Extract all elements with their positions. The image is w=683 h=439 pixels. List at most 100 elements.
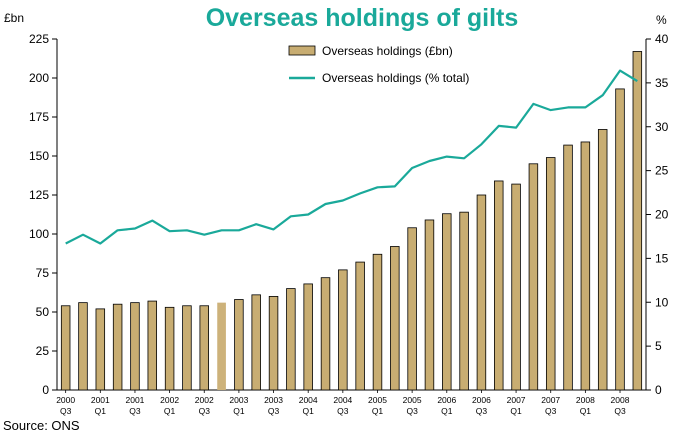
x-tick-label: Q3: [129, 406, 141, 416]
legend: Overseas holdings (£bn) Overseas holding…: [288, 44, 469, 85]
x-tick-label: Q3: [406, 406, 418, 416]
x-tick-label: 2008: [576, 395, 595, 405]
left-tick-label: 225: [29, 32, 49, 46]
x-tick-label: Q1: [303, 406, 315, 416]
bar: [60, 305, 71, 391]
right-tick-label: 10: [655, 295, 669, 309]
x-tick-label: 2001: [91, 395, 110, 405]
right-tick-label: 25: [655, 164, 669, 178]
bar: [286, 288, 296, 391]
bar-series-group: [60, 51, 643, 391]
right-tick-label: 40: [655, 32, 669, 46]
bar: [95, 308, 106, 391]
x-tick-label: 2006: [437, 395, 456, 405]
series-line: [65, 69, 638, 245]
x-tick-label: Q1: [441, 406, 453, 416]
bar: [217, 302, 226, 390]
x-tick-label: Q3: [614, 406, 626, 416]
right-axis-unit: %: [656, 13, 667, 27]
bar: [494, 180, 504, 391]
bar: [597, 129, 608, 391]
right-tick-label: 5: [655, 339, 662, 353]
legend-bar-label: Overseas holdings (£bn): [322, 44, 453, 58]
x-tick-label: 2000: [56, 395, 75, 405]
bar: [199, 305, 209, 391]
left-tick-label: 75: [36, 266, 50, 280]
legend-line-label: Overseas holdings (% total): [322, 71, 469, 85]
x-tick-label: 2002: [195, 395, 214, 405]
x-tick-label: Q1: [95, 406, 107, 416]
x-tick-label: Q1: [233, 406, 245, 416]
bar: [130, 302, 140, 391]
x-tick-label: Q3: [337, 406, 349, 416]
bar: [78, 302, 88, 391]
bar: [615, 88, 625, 391]
legend-bar-swatch: [288, 45, 316, 56]
x-tick-label: Q1: [164, 406, 176, 416]
bar: [338, 269, 348, 391]
bar: [442, 213, 452, 391]
left-tick-label: 0: [42, 383, 49, 397]
x-tick-label: Q3: [268, 406, 280, 416]
right-tick-label: 35: [655, 76, 669, 90]
x-tick-label: 2008: [611, 395, 630, 405]
left-tick-label: 50: [36, 305, 50, 319]
source-note: Source: ONS: [3, 418, 80, 433]
x-tick-label: Q1: [372, 406, 384, 416]
x-tick-label: Q3: [60, 406, 72, 416]
x-tick-label: Q3: [199, 406, 211, 416]
bar: [182, 305, 192, 391]
left-tick-label: 175: [29, 110, 49, 124]
bar: [372, 253, 383, 391]
axes-group: 0 25 50 75 100 125 150 175 200 225 0 5 10 15 20 25 30 35 4…: [29, 32, 669, 416]
bar: [511, 183, 521, 391]
bar: [545, 157, 556, 391]
left-axis-unit: £bn: [4, 11, 24, 25]
bar: [320, 277, 331, 391]
bar: [476, 194, 487, 391]
x-tick-label: Q3: [476, 406, 488, 416]
x-tick-label: 2007: [541, 395, 560, 405]
x-tick-label: Q3: [545, 406, 557, 416]
bar: [251, 294, 261, 391]
bar: [164, 306, 175, 391]
x-tick-label: Q1: [510, 406, 522, 416]
bar: [355, 261, 365, 391]
left-tick-label: 25: [36, 344, 50, 358]
bar: [580, 141, 591, 391]
bar: [147, 300, 158, 391]
bar: [268, 295, 279, 391]
bar: [563, 144, 573, 391]
bar: [424, 219, 435, 391]
x-tick-label: 2003: [229, 395, 248, 405]
left-tick-label: 100: [29, 227, 49, 241]
right-tick-label: 30: [655, 120, 669, 134]
bar: [112, 303, 123, 391]
x-tick-label: 2001: [125, 395, 144, 405]
x-tick-label: 2007: [507, 395, 526, 405]
left-tick-label: 150: [29, 149, 49, 163]
bar: [459, 211, 469, 391]
left-tick-label: 125: [29, 188, 49, 202]
x-tick-label: Q1: [580, 406, 592, 416]
x-tick-label: 2002: [160, 395, 179, 405]
x-tick-label: 2003: [264, 395, 283, 405]
x-tick-label: 2005: [368, 395, 387, 405]
x-tick-label: 2004: [333, 395, 352, 405]
bar: [390, 246, 400, 391]
bar: [407, 227, 417, 391]
right-tick-label: 20: [655, 208, 669, 222]
right-tick-label: 15: [655, 251, 669, 265]
bar: [234, 299, 244, 391]
x-tick-label: 2005: [403, 395, 422, 405]
bar: [303, 283, 313, 391]
bar: [528, 163, 539, 391]
left-tick-label: 200: [29, 71, 49, 85]
bar: [632, 51, 643, 391]
x-tick-label: 2004: [299, 395, 318, 405]
right-tick-label: 0: [655, 383, 662, 397]
line-series-group: [65, 69, 638, 245]
chart-title: Overseas holdings of gilts: [206, 4, 519, 32]
